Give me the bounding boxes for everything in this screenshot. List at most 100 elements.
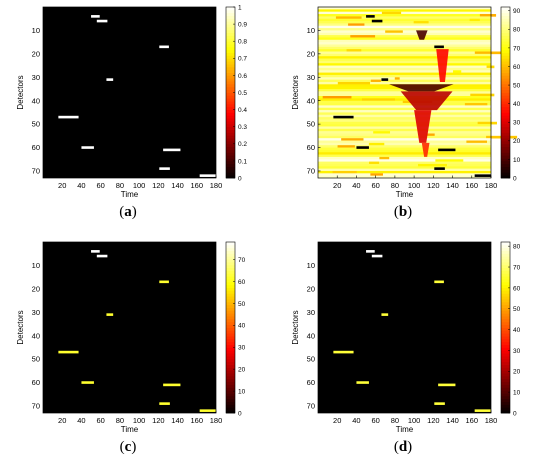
data-segment [333,350,354,354]
colorbar-step [226,290,235,294]
data-segment [356,146,369,149]
colorbar-step [226,69,235,73]
colorbar-step [226,12,235,16]
speed-streak [350,35,376,38]
colorbar-step [501,381,510,385]
speed-streak [385,30,403,34]
colorbar-step [226,361,235,365]
data-segment [96,254,108,258]
colorbar-step [501,256,510,260]
plot-background [318,242,491,413]
speed-band [318,124,491,127]
speed-streak [335,16,362,20]
colorbar-step [226,75,235,79]
speed-band [318,161,491,165]
colorbar-step [226,101,235,105]
speed-streak [370,79,381,83]
speed-band [318,128,491,132]
colorbar-step [501,64,510,68]
colorbar-step [501,310,510,314]
colorbar-step [501,356,510,360]
speed-streak [464,103,488,106]
x-tick-label: 40 [77,181,85,190]
colorbar-step [501,287,510,291]
x-tick-label: 60 [96,181,104,190]
colorbar-step [226,367,235,371]
speed-band [318,88,491,92]
colorbar-step [501,89,510,93]
colorbar-step [226,115,235,119]
speed-band [318,173,491,176]
x-axis-label: Time [396,190,414,199]
colorbar-step [226,52,235,56]
plot-frame [317,241,492,414]
colorbar-step [501,152,510,156]
y-tick-label: 70 [307,402,315,411]
data-segment [199,174,216,177]
x-tick-label: 180 [210,416,223,425]
speed-band [318,23,491,27]
colorbar-tick-label: 80 [513,244,521,251]
colorbar-step [501,253,510,257]
colorbar-step [501,401,510,405]
speed-band [318,168,491,172]
colorbar-step [501,129,510,133]
plot-frame [42,6,217,179]
data-segment [91,15,100,18]
colorbar-step [501,336,510,340]
y-axis-label: Detectors [16,75,25,109]
data-segment [366,15,375,18]
y-tick-label: 60 [307,143,315,152]
colorbar-step [501,301,510,306]
colorbar-step [226,256,235,260]
data-segment [434,280,444,284]
colorbar-step [501,316,510,320]
colorbar-tick-label: 70 [513,264,521,271]
speed-band [318,70,491,73]
speed-band [318,121,491,125]
colorbar-tick-label: 50 [238,301,246,308]
colorbar-step [226,242,235,246]
data-segment [159,280,169,284]
colorbar-step [501,109,510,113]
colorbar-step [226,250,235,254]
colorbar-step [226,169,235,173]
colorbar-step [226,375,235,380]
plot-frame [317,6,492,179]
colorbar-step [226,89,235,93]
speed-band [318,63,491,66]
speed-band [318,79,491,83]
data-segment [371,254,383,258]
colorbar-step [501,146,510,150]
colorbar-step [501,404,510,408]
colorbar-step [501,78,510,82]
colorbar-step [501,41,510,45]
y-axis-label: Detectors [291,75,300,109]
colorbar-step [501,92,510,96]
colorbar-step [501,69,510,73]
x-tick-label: 180 [485,416,498,425]
data-segment [356,381,369,384]
colorbar-step [501,347,510,351]
x-tick-label: 140 [171,181,184,190]
colorbar-step [226,299,235,303]
speed-band [318,110,491,113]
speed-band [318,72,491,76]
panel-label-d: (d) [393,439,413,455]
colorbar-step [226,338,235,343]
data-segment [381,78,389,81]
speed-streak [453,70,462,73]
colorbar-step [226,86,235,91]
colorbar-step [226,407,235,411]
y-axis-label: Detectors [16,310,25,344]
colorbar-step [226,15,235,19]
colorbar-tick-label: 0.9 [238,22,247,29]
x-tick-label: 60 [371,416,379,425]
colorbar-step [226,95,235,99]
speed-streak [469,18,480,22]
colorbar-tick-label: 0.2 [238,141,247,148]
colorbar-step [226,284,235,288]
speed-band [318,51,491,55]
colorbar-tick-label: 30 [513,348,521,355]
colorbar-step [501,32,510,36]
